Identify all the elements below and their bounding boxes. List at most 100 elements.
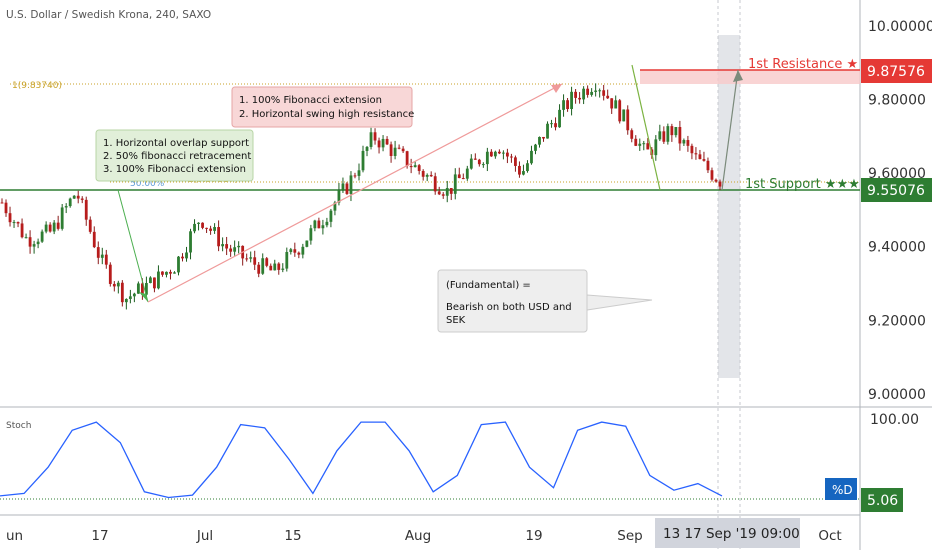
time-tick-label: Oct <box>818 528 841 544</box>
note-line-2: Bearish on both USD and <box>446 302 572 313</box>
candle-body <box>566 100 569 110</box>
candle-body <box>277 263 281 270</box>
candle-body <box>630 130 634 139</box>
candle-body <box>301 246 305 255</box>
candle-body <box>417 165 421 171</box>
candle-body <box>161 271 164 275</box>
fib-top-label: 1(9.83740) <box>12 81 62 91</box>
candle-body <box>506 152 509 157</box>
candle-body <box>124 298 128 303</box>
candle-body <box>32 244 36 247</box>
candle-body <box>96 247 100 258</box>
candle-body <box>309 228 313 241</box>
candle-body <box>381 138 385 148</box>
candle-body <box>84 199 88 220</box>
candle-body <box>618 100 622 122</box>
candle-body <box>674 126 678 136</box>
candle-body <box>209 228 212 231</box>
stoch-label: Stoch <box>6 421 31 431</box>
candle-body <box>497 151 501 154</box>
candle-body <box>329 210 333 222</box>
candle-body <box>273 263 277 271</box>
resistance-zone <box>640 70 860 84</box>
time-tick-label: un <box>6 528 23 544</box>
candle-body <box>104 254 108 265</box>
candle-body <box>177 256 180 273</box>
candle-body <box>76 195 80 199</box>
candle-body <box>518 165 521 175</box>
candle-body <box>465 168 469 179</box>
fundamental-note-box[interactable]: (Fundamental) = Bearish on both USD and … <box>437 269 653 333</box>
candle-body <box>449 188 453 194</box>
candle-body <box>24 237 28 239</box>
candle-body <box>622 109 626 122</box>
time-axis[interactable]: un 17 Jul 15 Aug 19 Sep Oct <box>6 528 842 544</box>
candle-body <box>233 247 237 252</box>
candle-body <box>337 189 341 203</box>
candle-body <box>461 178 465 180</box>
price-axis[interactable]: 9.000009.200009.400009.600009.8000010.00… <box>868 19 932 403</box>
candle-body <box>610 98 614 109</box>
candle-body <box>8 213 12 223</box>
candle-body <box>365 146 369 151</box>
candle-body <box>377 140 381 148</box>
candle-body <box>12 222 16 224</box>
candle-body <box>36 241 40 245</box>
candle-body <box>706 160 710 171</box>
candle-body <box>369 132 373 147</box>
candle-body <box>116 282 120 287</box>
candle-body <box>317 220 321 229</box>
candle-body <box>514 157 517 166</box>
candle-body <box>594 90 598 92</box>
candle-body <box>321 225 325 229</box>
candle-body <box>686 140 690 146</box>
candle-body <box>433 176 437 192</box>
candle-body <box>582 88 586 100</box>
time-tick-label: Sep <box>617 528 642 544</box>
candle-body <box>421 170 425 177</box>
resistance-price-tag: 9.87576 <box>861 59 932 83</box>
candle-body <box>213 227 216 231</box>
green-box-line-2: 2. 50% fibonacci retracement <box>103 151 251 162</box>
candle-body <box>153 277 156 289</box>
candle-body <box>353 175 357 177</box>
candle-body <box>281 268 285 270</box>
candle-body <box>385 138 389 145</box>
candle-body <box>702 159 706 161</box>
candle-body <box>297 252 301 255</box>
support-label: 1st Support ★★★ <box>745 177 860 192</box>
candle-body <box>289 249 293 252</box>
red-annotation-box[interactable]: 1. 100% Fibonacci extension 2. Horizonta… <box>231 86 414 128</box>
candle-body <box>185 252 188 259</box>
candle-body <box>670 126 674 136</box>
candle-body <box>44 224 48 232</box>
candle-body <box>429 174 433 177</box>
candle-body <box>293 249 297 253</box>
candle-body <box>530 150 533 164</box>
candle-body <box>397 147 401 149</box>
candle-body <box>261 258 265 274</box>
candle-body <box>642 143 646 145</box>
candle-body <box>501 152 505 154</box>
candle-body <box>413 165 417 168</box>
candle-body <box>361 150 365 171</box>
candle-body <box>169 271 172 274</box>
candle-body <box>409 166 413 168</box>
chart-title: U.S. Dollar / Swedish Krona, 240, SAXO <box>6 9 211 21</box>
resistance-price-text: 9.87576 <box>867 64 925 80</box>
candle-body <box>20 223 24 238</box>
candle-body <box>225 244 229 249</box>
stoch-top-tick: 100.00 <box>870 412 919 428</box>
green-annotation-box[interactable]: 1. Horizontal overlap support 2. 50% fib… <box>95 129 254 182</box>
candle-body <box>373 132 377 141</box>
candle-body <box>173 272 176 274</box>
candle-body <box>132 293 136 297</box>
candle-body <box>654 139 658 156</box>
candle-body <box>389 144 393 156</box>
time-cursor-label: 13 17 Sep '19 09:00 <box>655 518 800 548</box>
candle-body <box>149 277 152 284</box>
green-box-line-1: 1. Horizontal overlap support <box>103 138 249 149</box>
candle-body <box>80 198 84 200</box>
